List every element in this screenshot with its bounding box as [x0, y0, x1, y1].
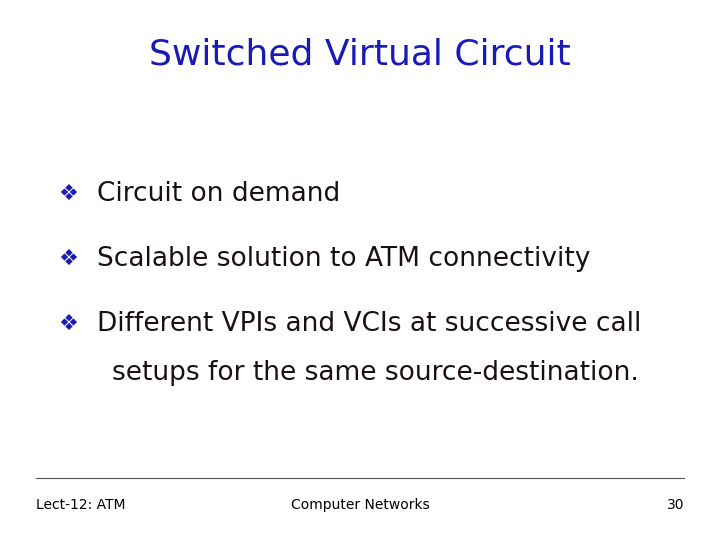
Text: Scalable solution to ATM connectivity: Scalable solution to ATM connectivity — [97, 246, 590, 272]
Text: Circuit on demand: Circuit on demand — [97, 181, 341, 207]
Text: Computer Networks: Computer Networks — [291, 498, 429, 512]
Text: Switched Virtual Circuit: Switched Virtual Circuit — [149, 38, 571, 72]
Text: ❖: ❖ — [58, 249, 78, 269]
Text: Lect-12: ATM: Lect-12: ATM — [36, 498, 125, 512]
Text: ❖: ❖ — [58, 184, 78, 205]
Text: ❖: ❖ — [58, 314, 78, 334]
Text: 30: 30 — [667, 498, 684, 512]
Text: Different VPIs and VCIs at successive call: Different VPIs and VCIs at successive ca… — [97, 311, 642, 337]
Text: setups for the same source-destination.: setups for the same source-destination. — [112, 360, 639, 386]
